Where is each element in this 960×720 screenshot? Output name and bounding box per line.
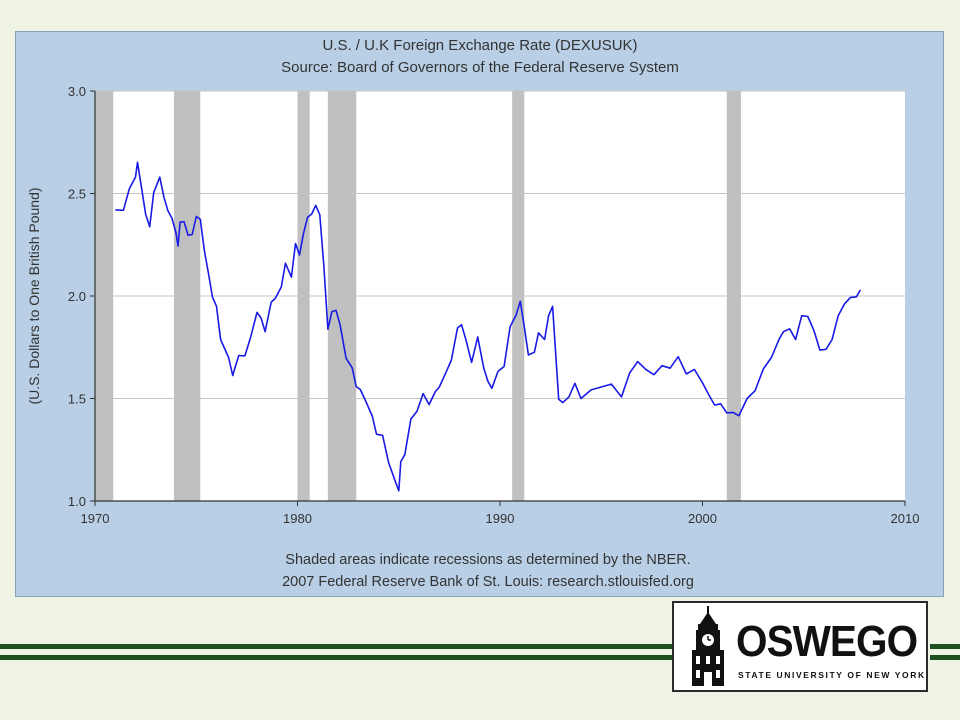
fx-rate-chart: U.S. / U.K Foreign Exchange Rate (DEXUSU… (26, 37, 920, 590)
chart-subtitle: Source: Board of Governors of the Federa… (281, 59, 679, 76)
x-tick-label-4: 2010 (891, 511, 920, 526)
chart-footnote-source: 2007 Federal Reserve Bank of St. Louis: … (282, 574, 694, 590)
y-tick-label-3: 2.5 (68, 187, 86, 202)
chart-panel: U.S. / U.K Foreign Exchange Rate (DEXUSU… (15, 31, 944, 597)
clock-tower-icon (692, 606, 724, 686)
y-tick-label-2: 2.0 (68, 289, 86, 304)
oswego-logo: OSWEGO STATE UNIVERSITY OF NEW YORK (672, 601, 928, 692)
x-tick-label-2: 1990 (486, 511, 515, 526)
y-axis-label: (U.S. Dollars to One British Pound) (26, 187, 42, 404)
divider-rule-top-right (930, 644, 960, 649)
divider-rule-top (0, 644, 672, 649)
y-tick-label-1: 1.5 (68, 392, 86, 407)
x-tick-label-1: 1980 (283, 511, 312, 526)
logo-wordmark: OSWEGO (736, 617, 918, 666)
divider-rule-bottom (0, 655, 672, 660)
y-tick-label-0: 1.0 (68, 494, 86, 509)
divider-rule-bottom-right (930, 655, 960, 660)
x-tick-label-0: 1970 (81, 511, 110, 526)
series-line-0 (115, 161, 862, 492)
x-tick-label-3: 2000 (688, 511, 717, 526)
axis-layer: 1970 1980 1990 2000 2010 1.0 1.5 2.0 2.5 3.0 (68, 84, 920, 526)
y-tick-label-4: 3.0 (68, 84, 86, 99)
series-layer (115, 161, 862, 492)
chart-footnote-recessions: Shaded areas indicate recessions as dete… (285, 552, 690, 568)
logo-subtitle: STATE UNIVERSITY OF NEW YORK (738, 670, 926, 680)
chart-title: U.S. / U.K Foreign Exchange Rate (DEXUSU… (322, 37, 637, 54)
